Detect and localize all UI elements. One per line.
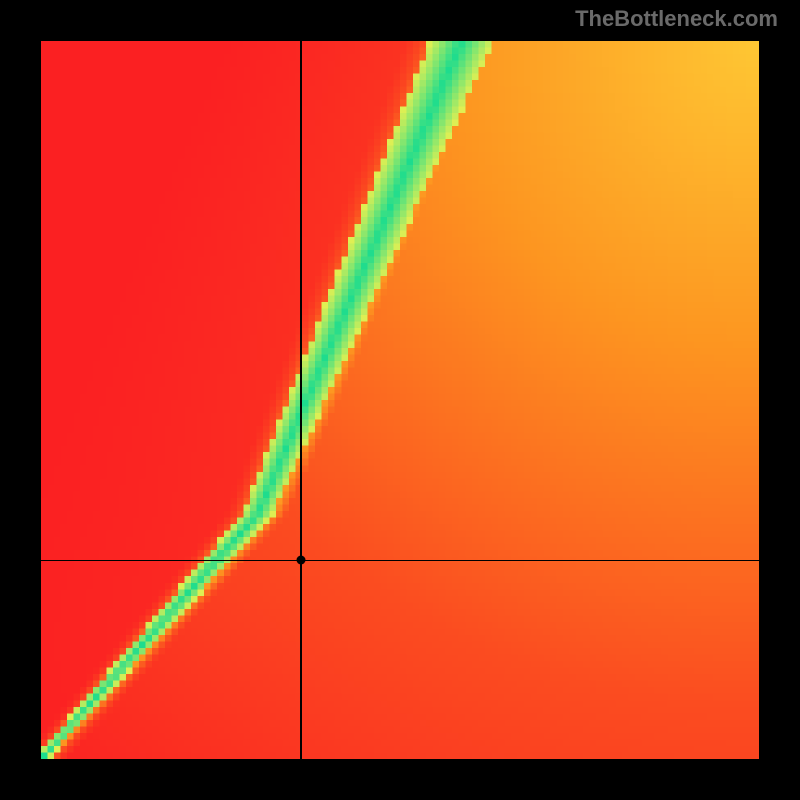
heatmap-canvas	[41, 41, 759, 759]
crosshair-horizontal	[41, 560, 759, 561]
marker-dot	[296, 556, 305, 565]
heatmap-plot	[41, 41, 759, 759]
crosshair-vertical	[300, 41, 301, 759]
watermark-text: TheBottleneck.com	[575, 6, 778, 32]
